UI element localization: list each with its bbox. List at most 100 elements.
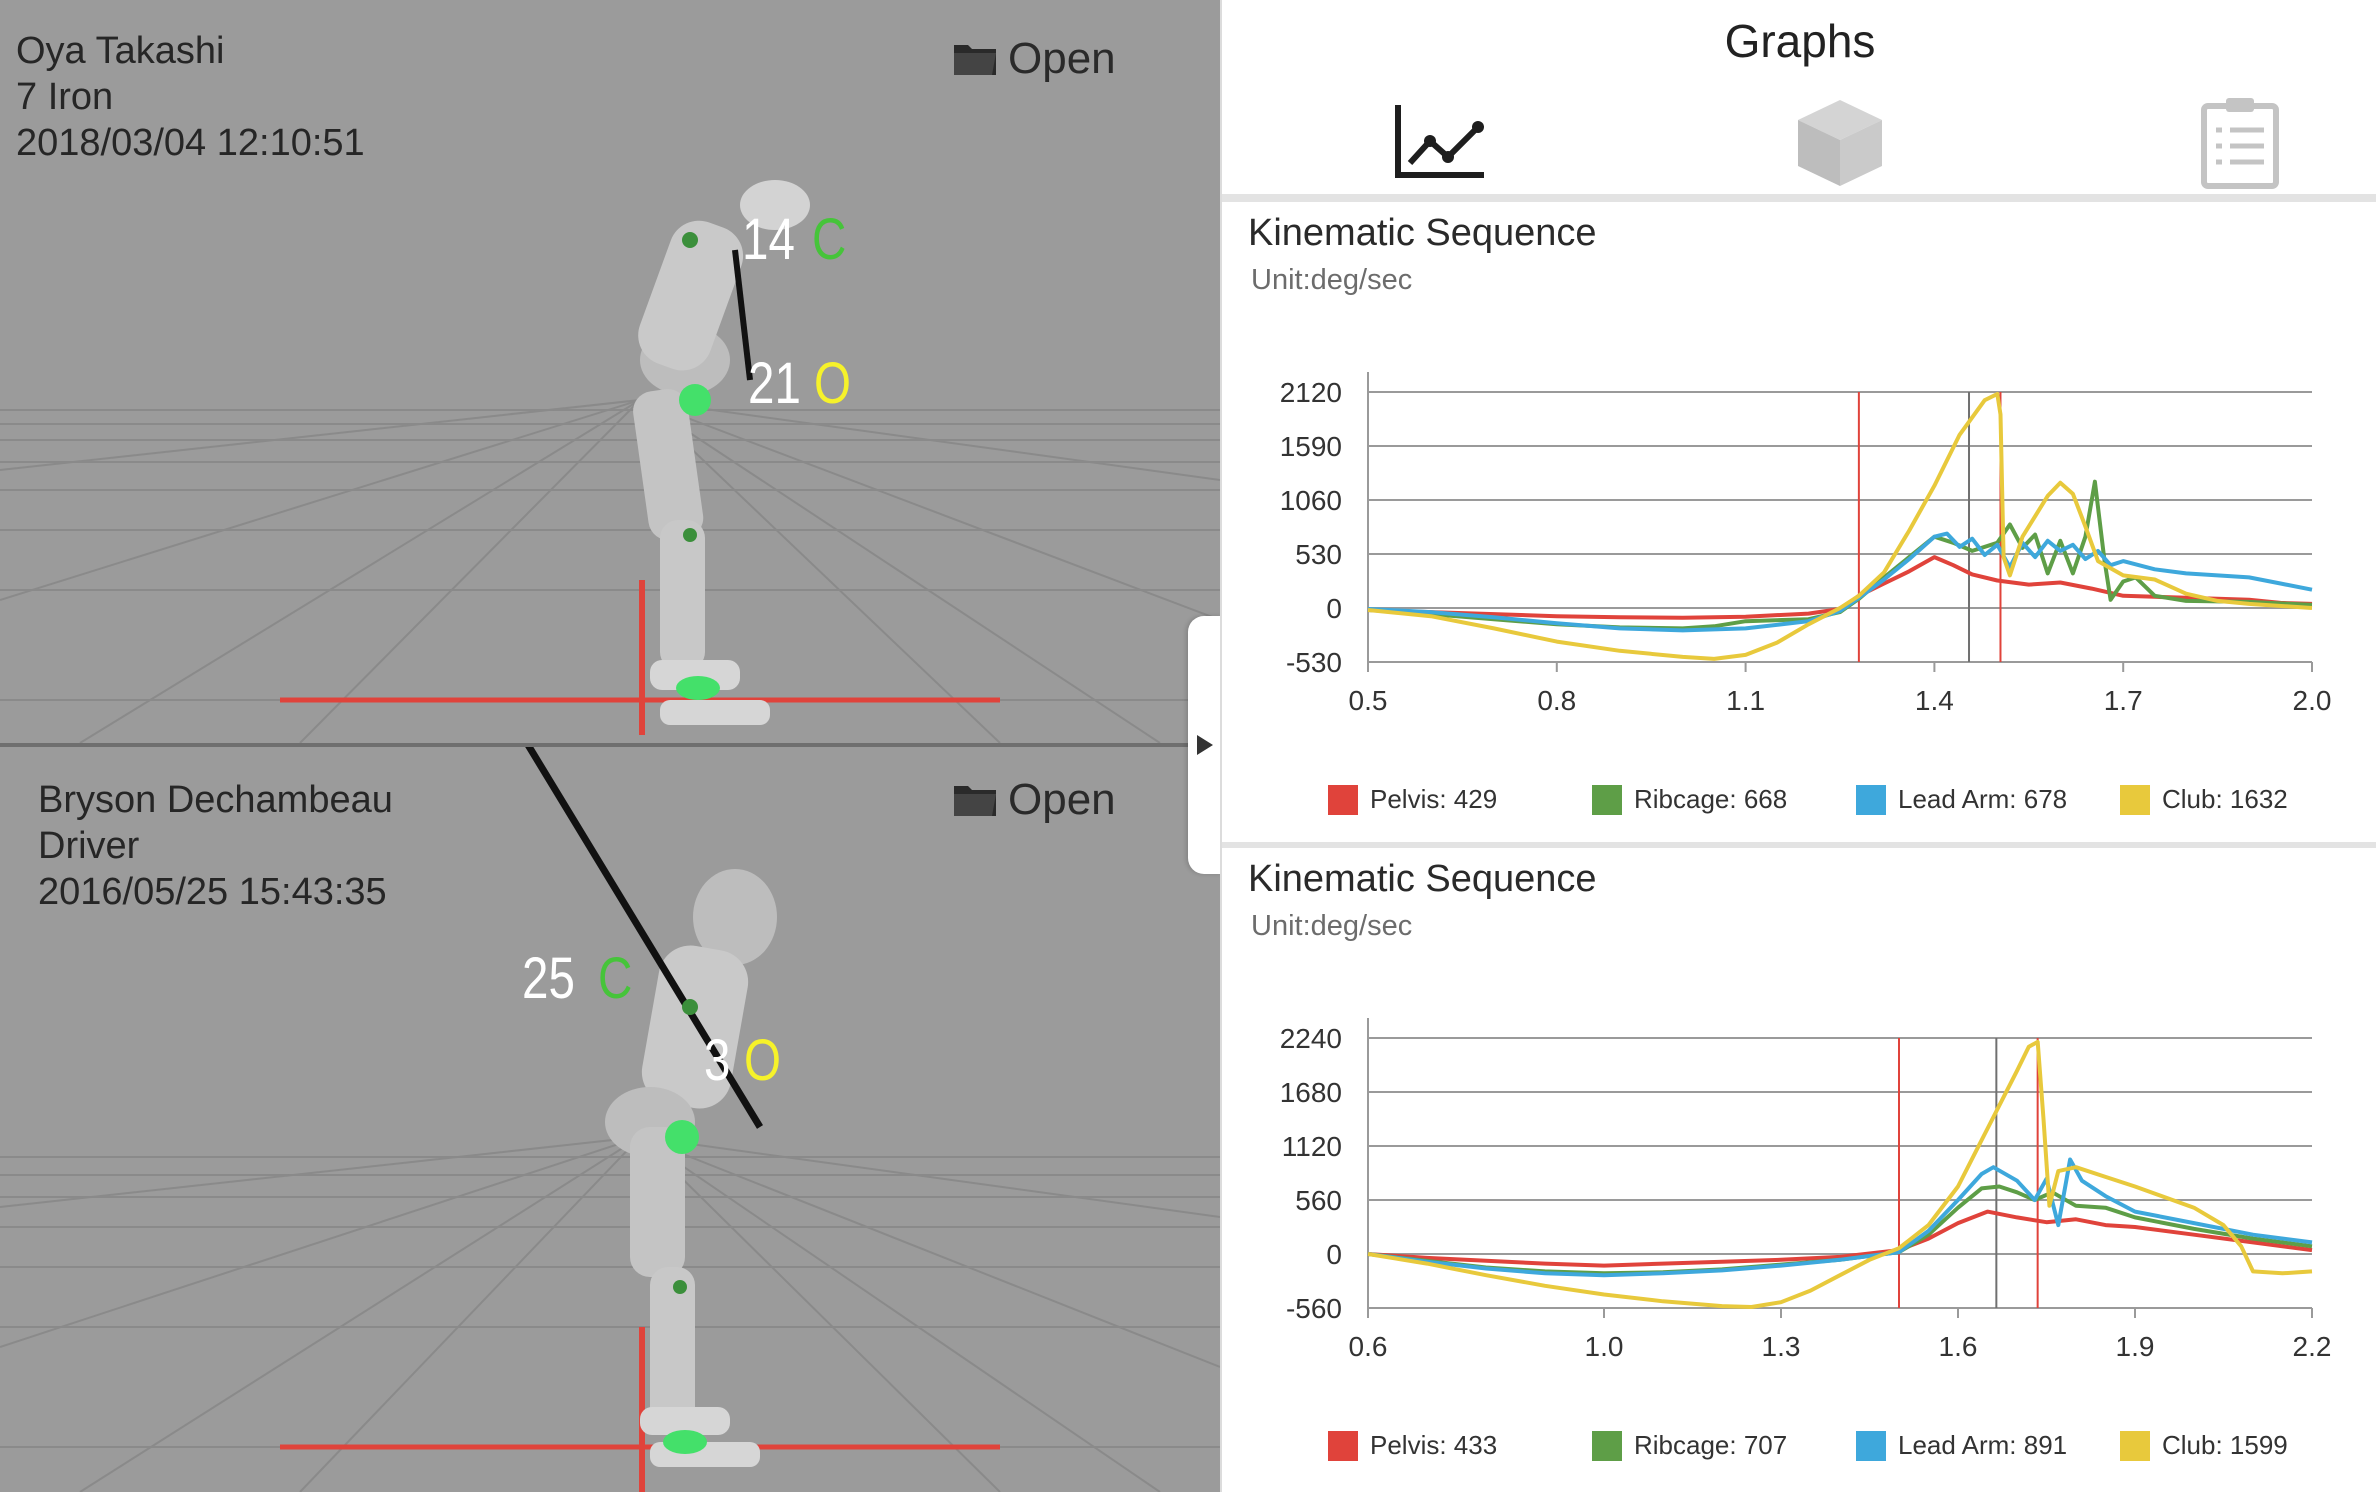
swing-info-top: Oya Takashi 7 Iron 2018/03/04 12:10:51 <box>16 28 365 166</box>
chart-divider <box>1222 842 2376 848</box>
series-line-pelvis <box>1367 1209 2313 1268</box>
cube-icon <box>1798 100 1882 186</box>
y-tick-label: 530 <box>1295 539 1342 570</box>
y-tick-label: 2120 <box>1280 377 1342 408</box>
graphs-panel: Graphs <box>1220 0 2376 1492</box>
x-tick-label: 1.4 <box>1915 685 1954 716</box>
series-line-lead-arm <box>1367 1157 2313 1278</box>
series-line-lead-arm <box>1367 531 2313 633</box>
upper-body-value: 14 <box>742 207 795 272</box>
chart-legend: Pelvis: 429 Ribcage: 668 Lead Arm: 678 Club… <box>1328 784 2376 815</box>
golfer-figure-bottom <box>525 747 777 1467</box>
lower-body-value: 21 <box>748 351 801 416</box>
tab-underline <box>1222 194 2376 202</box>
open-button-bottom[interactable]: Open <box>952 775 1116 825</box>
line-chart-icon <box>1395 105 1484 178</box>
lower-body-indicator: O <box>814 351 852 416</box>
legend-item-club: Club: 1632 <box>2120 784 2376 815</box>
legend-label: Pelvis: 429 <box>1370 784 1498 814</box>
play-arrow-icon <box>1197 735 1213 755</box>
legend-swatch <box>2120 784 2150 815</box>
open-label: Open <box>1008 775 1116 824</box>
y-tick-label: 1060 <box>1280 485 1342 516</box>
legend-item-lead-arm: Lead Arm: 678 <box>1856 784 2120 815</box>
upper-body-indicator: C <box>812 207 847 272</box>
y-tick-label: -560 <box>1286 1293 1342 1324</box>
viewport-3d-bottom[interactable]: Bryson Dechambeau Driver 2016/05/25 15:4… <box>0 747 1220 1492</box>
floor-grid <box>0 1136 1220 1492</box>
legend-item-ribcage: Ribcage: 707 <box>1592 1430 1856 1461</box>
chart-legend: Pelvis: 433 Ribcage: 707 Lead Arm: 891 Club… <box>1328 1430 2376 1461</box>
lower-body-indicator: O <box>744 1028 782 1093</box>
upper-body-value: 25 <box>522 946 575 1011</box>
chart-title: Kinematic Sequence <box>1248 212 1597 254</box>
legend-label: Ribcage: 707 <box>1634 1430 1788 1460</box>
tab-graphs[interactable] <box>1380 90 1500 194</box>
legend-label: Club: 1599 <box>2162 1430 2288 1460</box>
open-button-top[interactable]: Open <box>952 34 1116 84</box>
x-tick-label: 1.6 <box>1939 1331 1978 1362</box>
open-label: Open <box>1008 34 1116 83</box>
kinematic-chart-bottom: Kinematic Sequence Unit:deg/sec 2240 1680… <box>1222 848 2376 1492</box>
swing-datetime: 2016/05/25 15:43:35 <box>38 871 387 913</box>
legend-label: Lead Arm: 678 <box>1898 784 2068 814</box>
chart-unit: Unit:deg/sec <box>1251 910 1413 942</box>
y-tick-label: -530 <box>1286 647 1342 678</box>
tab-3d-view[interactable] <box>1780 90 1900 194</box>
golfer-figure-top <box>633 180 810 725</box>
x-tick-label: 0.8 <box>1537 685 1576 716</box>
y-tick-label: 1680 <box>1280 1077 1342 1108</box>
y-tick-label: 0 <box>1326 1239 1342 1270</box>
folder-icon <box>954 786 996 816</box>
x-tick-label: 1.0 <box>1585 1331 1624 1362</box>
folder-icon <box>954 45 996 75</box>
legend-item-club: Club: 1599 <box>2120 1430 2376 1461</box>
y-tick-label: 1590 <box>1280 431 1342 462</box>
upper-body-indicator: C <box>598 946 633 1011</box>
x-tick-label: 2.0 <box>2293 685 2332 716</box>
x-tick-label: 1.9 <box>2116 1331 2155 1362</box>
x-tick-label: 1.1 <box>1726 685 1765 716</box>
panel-tabs <box>1222 90 2376 194</box>
scene-bottom <box>0 747 1220 1492</box>
lower-body-value: 3 <box>704 1028 731 1093</box>
x-tick-label: 2.2 <box>2293 1331 2332 1362</box>
tab-report[interactable] <box>2180 90 2300 194</box>
legend-item-lead-arm: Lead Arm: 891 <box>1856 1430 2120 1461</box>
y-tick-label: 1120 <box>1282 1131 1342 1162</box>
legend-swatch <box>1328 784 1358 815</box>
legend-swatch <box>1856 784 1886 815</box>
swing-datetime: 2018/03/04 12:10:51 <box>16 122 365 164</box>
legend-swatch <box>1592 784 1622 815</box>
club-name: 7 Iron <box>16 76 114 118</box>
floor-grid <box>0 399 1220 743</box>
y-tick-label: 2240 <box>1280 1023 1342 1054</box>
chart-unit: Unit:deg/sec <box>1251 264 1413 296</box>
legend-label: Lead Arm: 891 <box>1898 1430 2068 1460</box>
panel-toggle-handle[interactable] <box>1188 616 1222 874</box>
x-tick-label: 0.6 <box>1349 1331 1388 1362</box>
series-line-pelvis <box>1367 555 2313 620</box>
scene-top <box>0 180 1220 743</box>
clipboard-list-icon <box>2201 98 2279 189</box>
chart-title: Kinematic Sequence <box>1248 858 1597 900</box>
club-name: Driver <box>38 825 140 867</box>
x-tick-label: 1.3 <box>1762 1331 1801 1362</box>
viewport-3d-top[interactable]: Oya Takashi 7 Iron 2018/03/04 12:10:51 O… <box>0 0 1220 743</box>
series-line-club <box>1367 392 2313 661</box>
y-tick-label: 560 <box>1295 1185 1342 1216</box>
player-name: Bryson Dechambeau <box>38 779 393 821</box>
legend-item-ribcage: Ribcage: 668 <box>1592 784 1856 815</box>
legend-item-pelvis: Pelvis: 433 <box>1328 1430 1592 1461</box>
swing-info-bottom: Bryson Dechambeau Driver 2016/05/25 15:4… <box>38 777 393 915</box>
y-tick-label: 0 <box>1326 593 1342 624</box>
legend-label: Pelvis: 433 <box>1370 1430 1498 1460</box>
panel-title: Graphs <box>1724 15 1876 67</box>
viewport-divider <box>0 743 1220 747</box>
legend-swatch <box>1856 1430 1886 1461</box>
legend-item-pelvis: Pelvis: 429 <box>1328 784 1592 815</box>
legend-label: Club: 1632 <box>2162 784 2288 814</box>
series-line-club <box>1367 1039 2313 1309</box>
